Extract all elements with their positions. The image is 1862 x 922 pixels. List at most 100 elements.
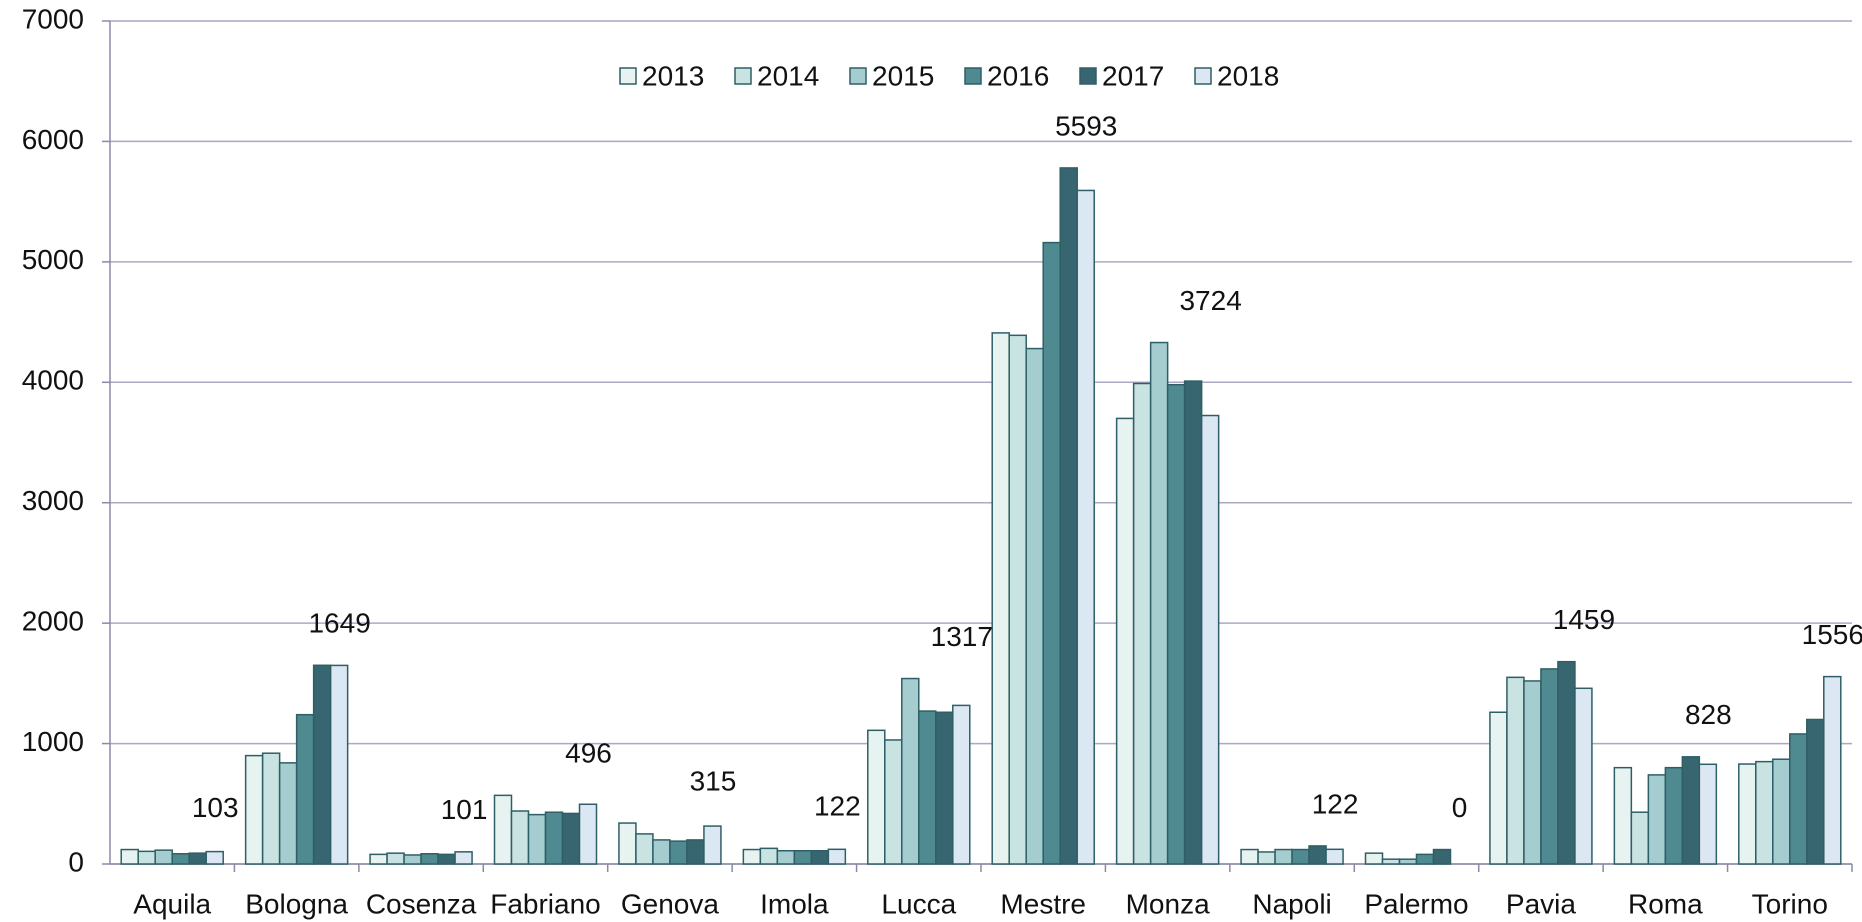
bar	[1025, 347, 1044, 865]
bar	[1200, 414, 1220, 865]
bar	[776, 850, 796, 865]
bar	[1415, 853, 1435, 865]
bar	[1132, 382, 1152, 865]
bar	[1149, 341, 1169, 865]
y-tick-label: 7000	[22, 3, 84, 34]
bar	[329, 664, 349, 865]
bar	[1738, 763, 1757, 865]
bar	[205, 850, 224, 865]
bar	[686, 839, 705, 865]
bar	[1664, 766, 1684, 865]
bar	[171, 853, 190, 865]
bar	[742, 848, 762, 865]
bar	[952, 704, 971, 865]
bar	[1183, 380, 1203, 865]
x-tick-label: Mestre	[1000, 888, 1086, 919]
bar	[1381, 858, 1401, 865]
bar	[1432, 848, 1452, 865]
bar	[386, 852, 405, 865]
data-label: 122	[814, 791, 861, 822]
bar	[188, 852, 207, 865]
y-tick-label: 1000	[22, 726, 84, 757]
bar	[261, 752, 281, 865]
x-tick-label: Pavia	[1506, 888, 1576, 919]
bar	[827, 848, 847, 865]
bar	[1257, 851, 1276, 865]
bar	[1042, 241, 1061, 865]
legend-swatch	[964, 67, 982, 85]
bar	[1698, 763, 1718, 865]
bar	[1166, 383, 1186, 865]
bar	[1647, 774, 1667, 865]
legend-label: 2014	[757, 60, 819, 91]
bar	[544, 811, 564, 865]
x-tick-label: Aquila	[133, 888, 211, 919]
bar	[652, 839, 671, 865]
x-tick-label: Fabriano	[490, 888, 601, 919]
y-tick-label: 4000	[22, 365, 84, 396]
legend-swatch	[619, 67, 637, 85]
bar	[1308, 845, 1327, 865]
bar	[1806, 718, 1825, 865]
data-label: 315	[690, 765, 737, 796]
bar	[793, 850, 813, 865]
bar	[1325, 848, 1344, 865]
data-label: 5593	[1055, 110, 1117, 141]
bar	[1557, 660, 1576, 865]
bar	[901, 677, 920, 865]
bar	[1540, 668, 1559, 865]
x-tick-label: Lucca	[881, 888, 956, 919]
x-tick-label: Monza	[1126, 888, 1210, 919]
bar	[1789, 733, 1808, 865]
data-label: 0	[1452, 792, 1468, 823]
bar	[703, 825, 722, 865]
x-tick-label: Napoli	[1252, 888, 1331, 919]
data-label: 828	[1685, 699, 1732, 730]
bar	[312, 664, 332, 865]
bar	[1755, 760, 1774, 865]
legend-label: 2013	[642, 60, 704, 91]
bar	[1115, 417, 1135, 865]
x-tick-label: Genova	[621, 888, 719, 919]
bar	[991, 332, 1010, 865]
y-tick-label: 2000	[22, 606, 84, 637]
bar	[137, 850, 156, 865]
data-label: 496	[565, 738, 612, 769]
bar	[493, 794, 513, 865]
y-tick-label: 0	[68, 846, 84, 877]
legend-swatch	[1194, 67, 1212, 85]
legend-swatch	[849, 67, 867, 85]
bar	[618, 822, 637, 865]
data-label: 1556	[1802, 619, 1862, 650]
data-label: 101	[441, 794, 488, 825]
bar	[1613, 766, 1633, 865]
bar	[918, 710, 937, 865]
x-tick-label: Cosenza	[366, 888, 477, 919]
bar	[1364, 852, 1384, 865]
bar	[278, 762, 298, 865]
bar	[810, 850, 830, 865]
data-label: 1649	[308, 608, 370, 639]
data-label: 122	[1312, 788, 1359, 819]
bar	[935, 711, 954, 865]
bar	[154, 849, 173, 865]
bar	[527, 813, 547, 865]
data-label: 103	[192, 792, 239, 823]
data-label: 1317	[931, 621, 993, 652]
bar	[1681, 756, 1701, 865]
bar	[120, 848, 139, 865]
bar	[403, 854, 422, 865]
bar	[295, 713, 315, 865]
data-label: 3724	[1179, 285, 1241, 316]
bar	[1291, 848, 1310, 865]
legend-label: 2016	[987, 60, 1049, 91]
y-tick-label: 3000	[22, 485, 84, 516]
bar	[1240, 848, 1259, 865]
bar	[1076, 189, 1095, 865]
x-tick-label: Roma	[1628, 888, 1703, 919]
bar	[1008, 334, 1027, 865]
x-tick-label: Bologna	[245, 888, 348, 919]
legend-label: 2018	[1217, 60, 1279, 91]
bar	[1574, 687, 1593, 865]
